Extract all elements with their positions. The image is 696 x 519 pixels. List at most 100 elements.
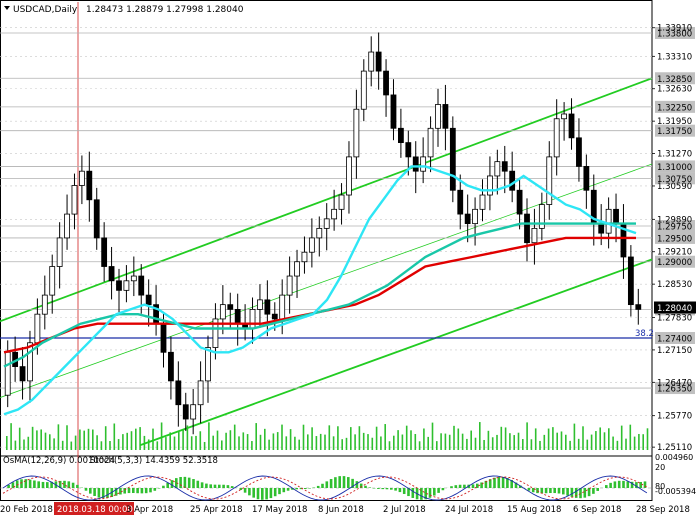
osma-bar — [531, 488, 535, 493]
osma-bar — [304, 488, 307, 489]
volume-bar — [208, 422, 210, 450]
volume-bar — [160, 422, 163, 450]
osma-bar — [334, 477, 337, 488]
volume-bar — [470, 430, 472, 450]
osma-bar — [342, 476, 346, 488]
ma-fast-line — [3, 165, 637, 416]
volume-bar — [552, 427, 554, 450]
candle-body — [234, 309, 241, 325]
osma-bar — [579, 488, 582, 499]
level-label-box — [655, 100, 695, 113]
volume-bar — [302, 424, 305, 450]
candle-body — [175, 380, 182, 406]
candle-body — [368, 51, 375, 72]
y-tick-label: 1.31950 — [657, 117, 692, 127]
volume-bar — [152, 428, 154, 450]
candle-body — [86, 170, 93, 201]
osma-bar — [37, 481, 40, 488]
osma-bar — [402, 488, 406, 494]
volume-bar — [294, 436, 296, 450]
x-tick-label: 6 Sep 2018 — [573, 505, 621, 515]
candle-body — [412, 156, 419, 172]
chart-symbol: USDCAD,Daily — [13, 5, 78, 15]
osma-bar — [347, 477, 350, 488]
osma-bar — [574, 488, 578, 498]
osma-bar — [15, 480, 19, 488]
volume-bar — [281, 424, 283, 450]
volume-bar — [565, 434, 567, 450]
y-tick-label: 1.28530 — [657, 280, 692, 290]
x-tick-label: 25 Apr 2018 — [190, 505, 243, 515]
osma-bar — [132, 488, 135, 494]
volume-bar — [229, 430, 232, 450]
volume-bar — [6, 436, 8, 450]
osma-bar — [11, 482, 15, 488]
candle-body — [338, 194, 345, 210]
volume-bar — [238, 436, 240, 450]
volume-bar — [190, 436, 193, 450]
osma-bar — [428, 488, 432, 498]
level-label-box — [655, 332, 695, 344]
volume-bar — [311, 427, 313, 450]
candle-body — [41, 294, 48, 315]
candle-body — [405, 142, 412, 158]
volume-bar — [500, 426, 503, 450]
osma-bar — [480, 482, 483, 488]
volume-bar — [504, 427, 507, 450]
volume-bar — [350, 427, 352, 450]
osma-bar — [316, 485, 320, 488]
osma-bar — [33, 480, 36, 488]
volume-bar — [530, 439, 533, 450]
osma-bar — [359, 483, 363, 488]
osma-bar — [566, 488, 569, 496]
candle-body — [546, 156, 553, 205]
candle-body — [360, 70, 367, 110]
candle-body — [390, 94, 397, 129]
volume-bar — [40, 429, 42, 450]
osma-bar — [398, 488, 402, 493]
candle-body — [420, 156, 427, 172]
volume-bar — [436, 441, 438, 450]
x-tick-label: 24 Jul 2018 — [445, 505, 493, 515]
candle-body — [56, 237, 63, 267]
volume-bar — [44, 432, 47, 450]
trend-channels — [0, 2, 653, 500]
volume-bar — [354, 434, 356, 450]
channel-mid — [0, 163, 653, 398]
osma-bar — [286, 488, 290, 491]
volume-bar — [242, 432, 245, 450]
volume-bar — [547, 428, 550, 450]
volume-bar — [629, 424, 632, 450]
osma-bar — [433, 488, 436, 496]
volume-bar — [289, 429, 292, 450]
x-tick-label: 8 Jun 2018 — [318, 505, 364, 515]
osma-bar — [355, 481, 359, 488]
candle-body — [427, 127, 434, 158]
moving-averages — [3, 165, 637, 416]
osma-bar — [321, 483, 324, 488]
osma-bar — [196, 480, 200, 488]
candle-body — [123, 280, 130, 291]
level-label: 1.26350 — [657, 385, 692, 395]
candle-body — [168, 351, 174, 382]
level-label: 1.29500 — [657, 234, 692, 244]
osma-bar — [390, 488, 393, 490]
grid — [0, 0, 653, 501]
osma-bar — [562, 488, 565, 495]
osma-label: OsMA(12,26,9) 0.0010024 — [3, 456, 115, 466]
volume-bar — [371, 437, 374, 450]
osma-bar — [514, 482, 518, 488]
candle-body — [435, 104, 441, 129]
osma-bar — [484, 480, 488, 488]
volume-bar — [642, 434, 644, 450]
volume-bar — [595, 431, 597, 450]
volume-bar — [362, 432, 365, 450]
level-label: 1.27400 — [657, 335, 692, 345]
osma-bar — [411, 488, 415, 498]
volume-bar — [14, 440, 17, 450]
osma-bar — [630, 481, 634, 488]
candle-body — [583, 166, 590, 191]
stoch-signal-line — [2, 476, 648, 500]
candle-body — [397, 127, 404, 143]
